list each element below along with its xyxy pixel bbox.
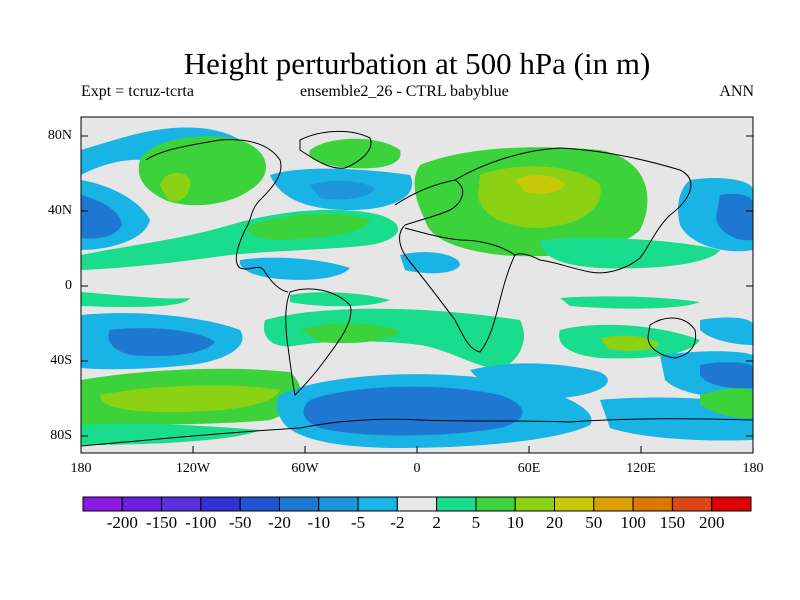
- colorbar-label: 2: [432, 513, 441, 532]
- colorbar-box: [121, 496, 163, 512]
- contour-tropic-atlantic: [290, 292, 390, 307]
- coastline-asia: [454, 147, 692, 274]
- contour-south-pacific-neg-core: [108, 328, 215, 357]
- contour-southeast-pacific: [700, 317, 753, 345]
- colorbar-box: [239, 496, 280, 512]
- lat-label-40n: 40N: [47, 203, 72, 218]
- coastline-south-america: [285, 288, 352, 397]
- lon-label-60w: 60W: [291, 461, 319, 476]
- contour-south-indian-pos-core: [600, 335, 660, 351]
- lon-label-60e: 60E: [517, 461, 541, 476]
- contour-greenland: [309, 138, 401, 169]
- period-label: ANN: [719, 83, 754, 100]
- colorbar-label: -200: [106, 513, 138, 532]
- coastline-north-america: [145, 139, 289, 293]
- colorbar-box: [436, 496, 477, 512]
- contour-eurasia-core: [515, 175, 565, 194]
- axis-ticks: [81, 135, 753, 453]
- contour-north-canada-core: [160, 173, 191, 202]
- colorbar-label: 150: [659, 513, 686, 532]
- colorbar-box: [554, 496, 595, 512]
- colorbar-label: -20: [268, 513, 291, 532]
- contour-south-atlantic-pos: [264, 308, 524, 370]
- experiment-label: Expt = tcruz-tcrta: [81, 83, 194, 100]
- colorbar-label: 50: [585, 513, 603, 532]
- ensemble-label: ensemble2_26 - CTRL babyblue: [300, 83, 509, 100]
- colorbar-label: 20: [546, 513, 563, 532]
- colorbar-label: -10: [307, 513, 331, 532]
- colorbar-box: [632, 496, 673, 512]
- contour-south-atlantic-pos-core: [300, 323, 400, 344]
- colorbar-box: [161, 496, 202, 512]
- contour-field: [81, 117, 753, 453]
- lon-label-0: 0: [413, 461, 421, 476]
- colorbar-label: 5: [471, 513, 481, 532]
- contour-eurasia-inner: [478, 166, 601, 228]
- contour-australia-neg-core: [700, 362, 753, 389]
- coastline-europe-africa: [394, 179, 516, 353]
- contour-tropic-indian: [560, 296, 700, 309]
- contour-north-pacific-east-core: [716, 193, 753, 241]
- map-title: Height perturbation at 500 hPa (in m): [183, 46, 651, 81]
- colorbar-box: [318, 496, 359, 512]
- colorbar-box: [593, 496, 634, 512]
- colorbar: [82, 496, 752, 512]
- contour-north-pacific-west-core: [81, 195, 122, 239]
- contour-tropic-band: [81, 292, 190, 308]
- coastline-australia: [647, 317, 697, 359]
- coastline-greenland: [299, 130, 372, 169]
- contour-southern-ocean-pos-inner: [100, 385, 280, 412]
- lat-label-40s: 40S: [50, 353, 72, 368]
- colorbar-label: -100: [185, 513, 217, 532]
- lon-label-120w: 120W: [175, 461, 211, 476]
- colorbar-label: 10: [506, 513, 524, 532]
- contour-midlat-positive-core: [249, 213, 370, 240]
- lon-label-120e: 120E: [626, 461, 656, 476]
- lat-label-0: 0: [65, 278, 72, 293]
- colorbar-box: [671, 496, 713, 512]
- coastlines: [81, 130, 753, 447]
- lat-label-80n: 80N: [47, 128, 72, 143]
- colorbar-box: [82, 496, 123, 512]
- colorbar-box: [278, 496, 320, 512]
- colorbar-box: [514, 496, 556, 512]
- lon-label-180e: 180: [742, 461, 764, 476]
- colorbar-label: 200: [698, 513, 725, 532]
- colorbar-box: [357, 496, 398, 512]
- lon-label-180w: 180: [70, 461, 92, 476]
- contour-east-pacific-neg: [239, 257, 350, 280]
- contour-antarctic-east-pos: [700, 388, 753, 419]
- colorbar-box: [200, 496, 241, 512]
- colorbar-label: -5: [351, 513, 366, 532]
- lat-label-80s: 80S: [50, 428, 72, 443]
- colorbar-label: 100: [620, 513, 646, 532]
- colorbar-box: [711, 496, 752, 512]
- colorbar-box: [396, 496, 438, 512]
- colorbar-box: [475, 496, 516, 512]
- contour-indian-positive: [540, 238, 720, 269]
- contour-antarctic-neg-core: [303, 386, 523, 436]
- coastline-antarctica: [81, 418, 753, 447]
- colorbar-label: -2: [390, 513, 405, 532]
- colorbar-label: -150: [146, 513, 178, 532]
- contour-southern-ocean-pos-south: [81, 423, 260, 445]
- colorbar-label: -50: [228, 513, 252, 532]
- contour-north-atlantic-neg-core: [310, 180, 375, 200]
